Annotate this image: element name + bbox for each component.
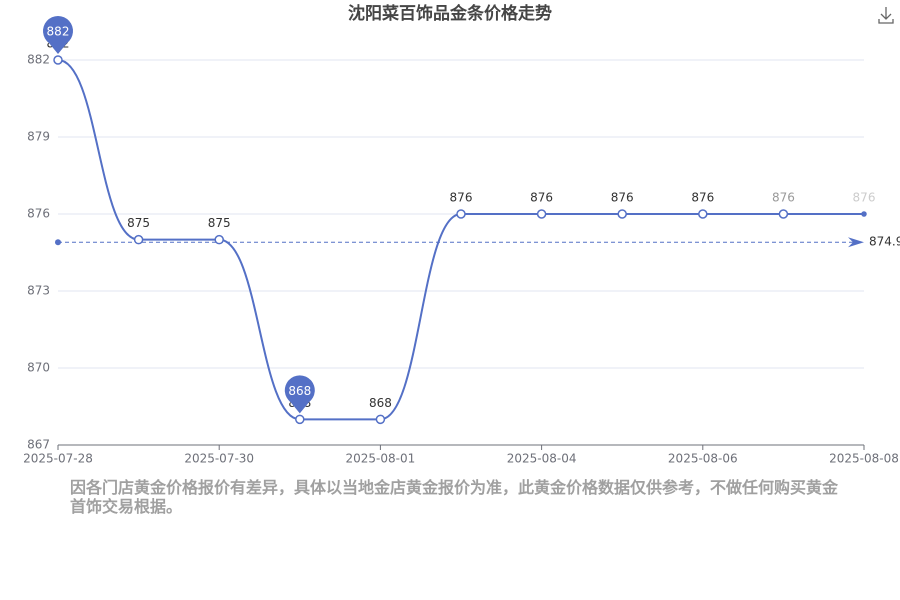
x-tick-label: 2025-08-01: [346, 452, 416, 466]
data-point: [375, 414, 386, 425]
average-start: [55, 239, 61, 246]
data-point: [214, 234, 224, 245]
data-label: 875: [127, 216, 150, 230]
data-point: [536, 209, 547, 219]
chart-title: 沈阳菜百饰品金条价格走势: [348, 3, 552, 24]
x-tick-label: 2025-07-28: [23, 452, 93, 466]
mark-point-pin: [284, 375, 315, 414]
data-point: [295, 414, 305, 425]
x-tick-label: 2025-08-08: [829, 452, 899, 466]
data-label: 875: [208, 216, 231, 230]
y-tick-label: 879: [27, 130, 50, 144]
data-label: 876: [691, 191, 714, 205]
download-icon[interactable]: [878, 7, 894, 24]
data-point: [133, 234, 144, 245]
x-tick-label: 2025-07-30: [184, 452, 254, 466]
data-point: [698, 209, 708, 219]
data-label: 868: [369, 396, 392, 410]
footnote: 因各门店黄金价格报价有差异，具体以当地金店黄金报价为准，此黄金价格数据仅供参考，…: [70, 478, 839, 516]
data-label: 876: [611, 191, 634, 205]
y-tick-label: 870: [27, 361, 50, 375]
x-tick-label: 2025-08-06: [668, 452, 738, 466]
data-label: 876: [450, 191, 473, 205]
x-tick-label: 2025-08-04: [507, 452, 577, 466]
mark-point-label: 882: [47, 25, 70, 39]
average-label: 874.9: [869, 235, 900, 249]
data-point: [456, 209, 466, 219]
mark-point-label: 868: [288, 384, 311, 398]
data-point: [778, 209, 789, 219]
data-point: [861, 211, 867, 217]
data-label: 876: [853, 191, 876, 205]
data-label: 876: [772, 191, 795, 205]
data-label: 876: [530, 191, 553, 205]
y-tick-label: 876: [27, 207, 50, 221]
average-arrow: [848, 237, 864, 248]
y-tick-label: 867: [27, 438, 50, 452]
data-point: [53, 55, 63, 65]
y-tick-label: 882: [27, 53, 50, 67]
data-point: [617, 209, 627, 219]
mark-point-pin: [43, 16, 73, 55]
y-tick-label: 873: [27, 284, 50, 298]
series-line: [57, 59, 864, 421]
